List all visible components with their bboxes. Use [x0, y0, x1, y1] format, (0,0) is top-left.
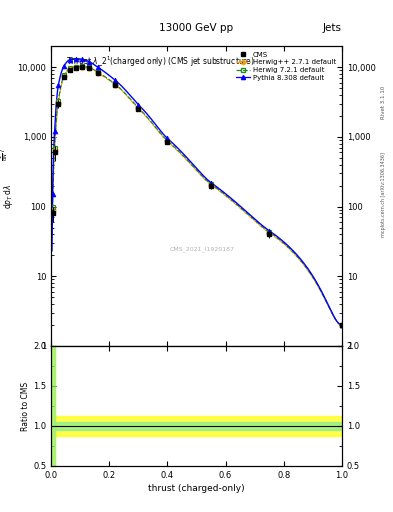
Y-axis label: Ratio to CMS: Ratio to CMS: [21, 381, 30, 431]
Text: 13000 GeV pp: 13000 GeV pp: [160, 23, 233, 33]
X-axis label: thrust (charged-only): thrust (charged-only): [148, 484, 245, 493]
Text: Rivet 3.1.10: Rivet 3.1.10: [381, 86, 386, 119]
Text: Jets: Jets: [323, 23, 342, 33]
Text: Thrust $\lambda\_2^1$(charged only) (CMS jet substructure): Thrust $\lambda\_2^1$(charged only) (CMS…: [66, 55, 255, 70]
Y-axis label: $\mathrm{d}^2N$
$\mathrm{d}p_T\,\mathrm{d}\lambda$: $\mathrm{d}^2N$ $\mathrm{d}p_T\,\mathrm{…: [0, 183, 15, 208]
Text: mcplots.cern.ch [arXiv:1306.3436]: mcplots.cern.ch [arXiv:1306.3436]: [381, 152, 386, 237]
Legend: CMS, Herwig++ 2.7.1 default, Herwig 7.2.1 default, Pythia 8.308 default: CMS, Herwig++ 2.7.1 default, Herwig 7.2.…: [234, 50, 338, 83]
Text: $\frac{1}{\mathrm{d}N}$ /: $\frac{1}{\mathrm{d}N}$ /: [0, 146, 11, 161]
Text: CMS_2021_I1920187: CMS_2021_I1920187: [170, 246, 235, 252]
